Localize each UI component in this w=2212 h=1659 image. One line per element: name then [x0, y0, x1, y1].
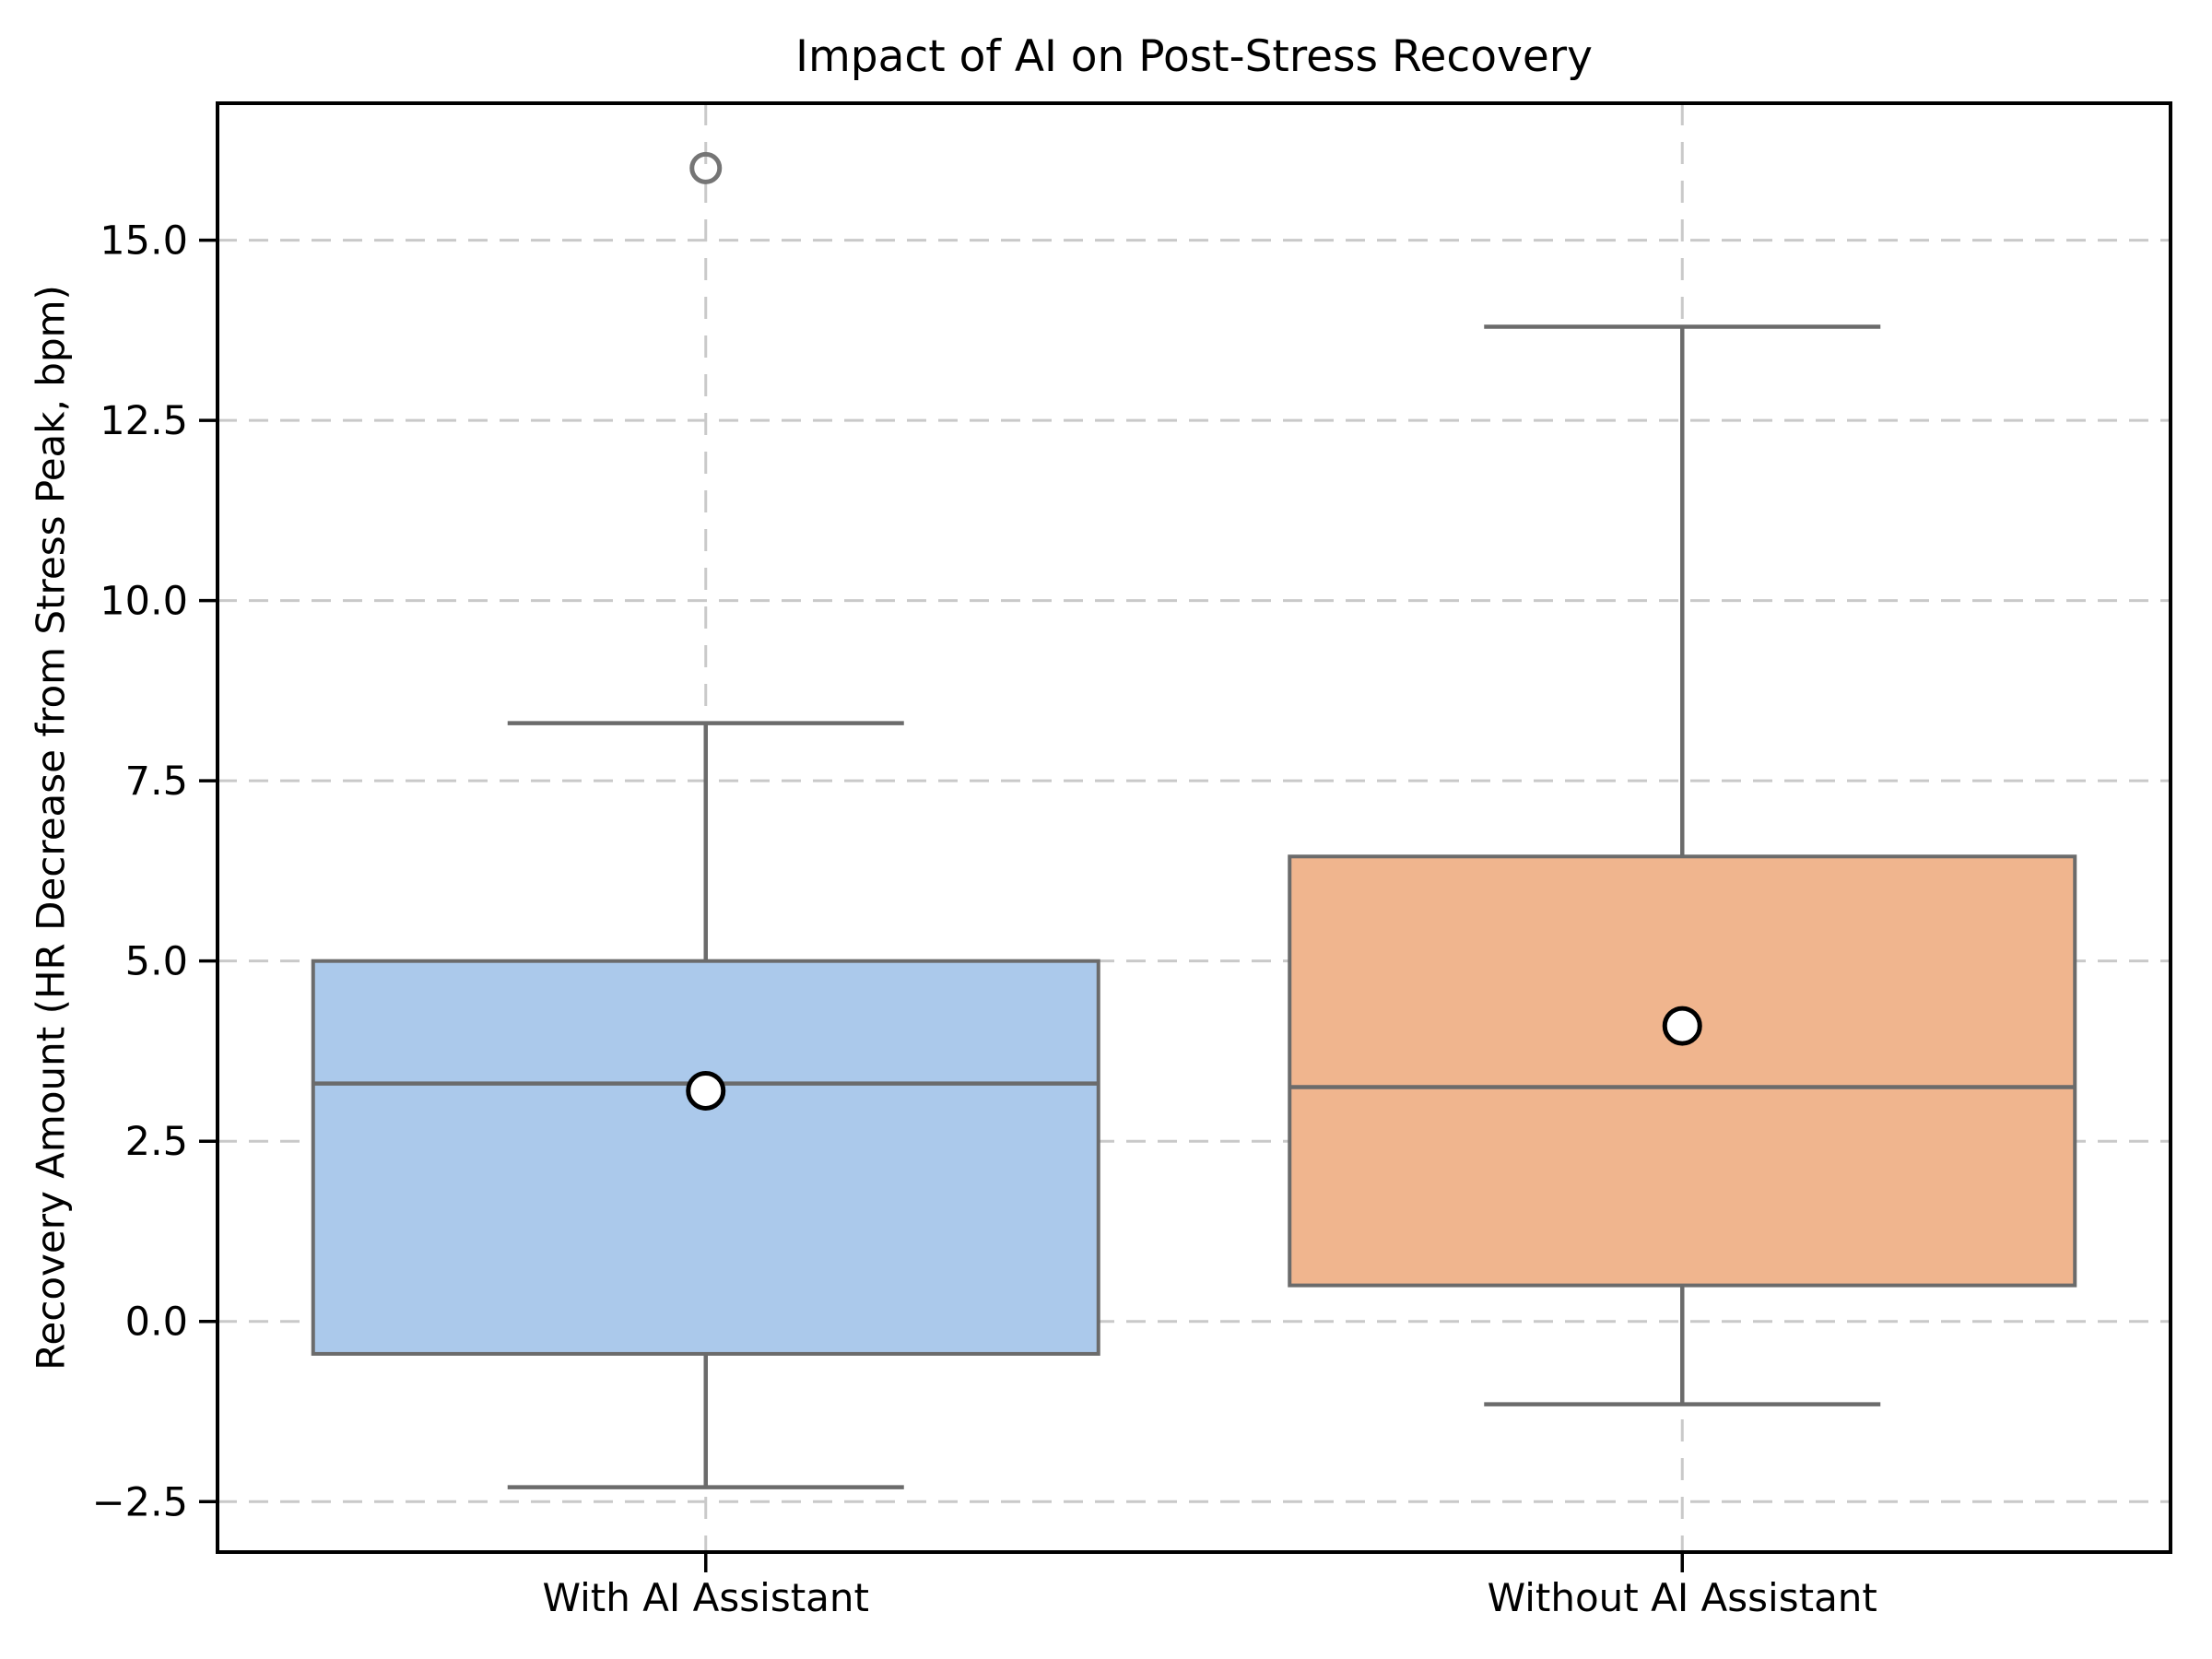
- plot-border: [216, 101, 2172, 1554]
- y-tick-label: 5.0: [125, 939, 188, 985]
- y-tick-label: 10.0: [100, 579, 188, 625]
- y-tick-label: 2.5: [125, 1119, 188, 1165]
- y-tick-label: 15.0: [100, 218, 188, 265]
- y-tick-label: −2.5: [92, 1479, 188, 1525]
- y-tick-label: 7.5: [125, 759, 188, 805]
- outlier-marker-with-ai-assistant: [689, 151, 723, 184]
- box-with-ai-assistant: [311, 959, 1100, 1356]
- y-tick-label: 0.0: [125, 1300, 188, 1346]
- chart-title: Impact of AI on Post-Stress Recovery: [795, 31, 1593, 82]
- y-tick-label: 12.5: [100, 398, 188, 444]
- mean-marker-with-ai-assistant: [686, 1070, 726, 1111]
- x-tick-label-without-ai-assistant: Without AI Assistant: [1488, 1575, 1877, 1620]
- mean-marker-without-ai-assistant: [1662, 1006, 1702, 1046]
- x-tick-label-with-ai-assistant: With AI Assistant: [542, 1575, 869, 1620]
- box-without-ai-assistant: [1288, 854, 2077, 1288]
